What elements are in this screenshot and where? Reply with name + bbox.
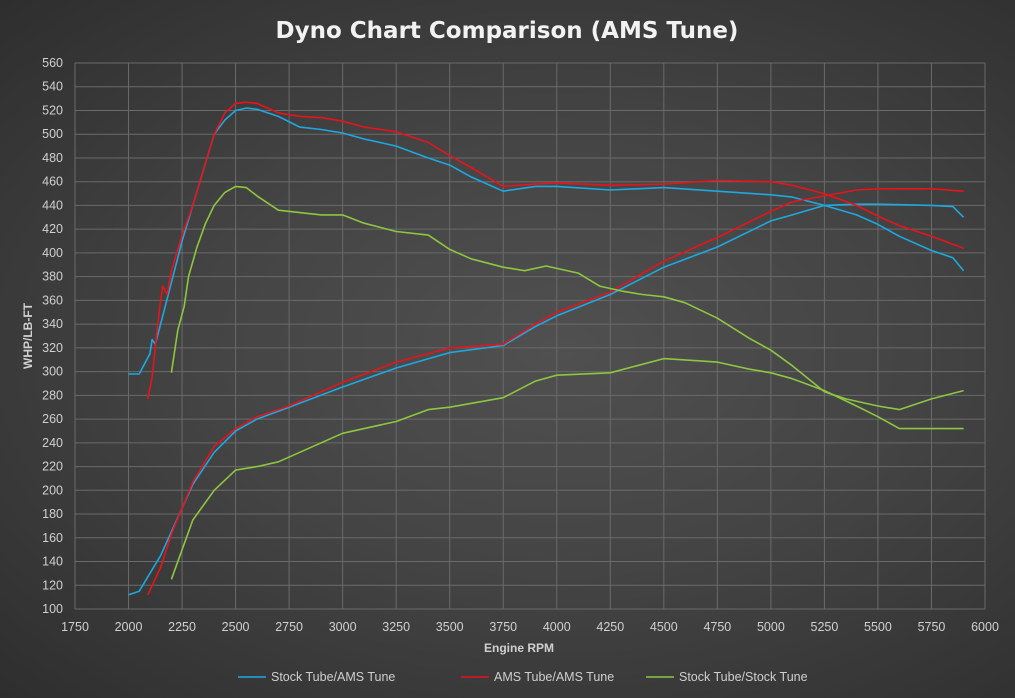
chart-title: Dyno Chart Comparison (AMS Tune) — [276, 18, 739, 44]
x-tick-label: 5250 — [811, 620, 839, 634]
legend-item: Stock Tube/Stock Tune — [646, 670, 808, 684]
series-lines — [128, 101, 965, 596]
x-tick-label: 2250 — [168, 620, 196, 634]
x-axis-ticks: 1750 2000 2250 2500 2750 3000 3250 3500 3750 4000… — [61, 620, 999, 634]
x-tick-label: 4750 — [703, 620, 731, 634]
legend-item: AMS Tube/AMS Tune — [461, 670, 614, 684]
x-tick-label: 3000 — [329, 620, 357, 634]
legend-label: Stock Tube/AMS Tune — [271, 670, 395, 684]
x-tick-label: 6000 — [971, 620, 999, 634]
legend-label: AMS Tube/AMS Tune — [494, 670, 614, 684]
y-tick-label: 560 — [42, 56, 63, 70]
grid — [74, 62, 986, 610]
x-tick-label: 3250 — [382, 620, 410, 634]
x-tick-label: 4500 — [650, 620, 678, 634]
x-tick-label: 5000 — [757, 620, 785, 634]
x-tick-label: 3750 — [489, 620, 517, 634]
y-tick-label: 180 — [42, 507, 63, 521]
y-tick-label: 300 — [42, 365, 63, 379]
x-tick-label: 4000 — [543, 620, 571, 634]
series-line-2-hp — [147, 188, 964, 596]
y-tick-label: 540 — [42, 80, 63, 94]
y-tick-label: 240 — [42, 436, 63, 450]
x-tick-label: 5750 — [918, 620, 946, 634]
y-tick-label: 160 — [42, 531, 63, 545]
series-line-1-hp — [128, 203, 965, 596]
series-line-2-torque — [147, 101, 964, 400]
y-tick-label: 420 — [42, 222, 63, 236]
y-tick-label: 120 — [42, 578, 63, 592]
x-tick-label: 4250 — [596, 620, 624, 634]
y-axis-label: WHP/LB-FT — [21, 302, 35, 369]
series-line-3-hp — [170, 357, 964, 580]
x-tick-label: 5500 — [864, 620, 892, 634]
y-tick-label: 500 — [42, 127, 63, 141]
legend-item: Stock Tube/AMS Tune — [238, 670, 395, 684]
series-line-1-torque — [128, 107, 965, 375]
legend-label: Stock Tube/Stock Tune — [679, 670, 808, 684]
y-tick-label: 460 — [42, 175, 63, 189]
x-axis-label: Engine RPM — [484, 641, 554, 655]
x-tick-label: 2750 — [275, 620, 303, 634]
x-tick-label: 2500 — [222, 620, 250, 634]
y-tick-label: 380 — [42, 270, 63, 284]
y-tick-label: 140 — [42, 555, 63, 569]
y-tick-label: 480 — [42, 151, 63, 165]
y-tick-label: 400 — [42, 246, 63, 260]
y-tick-label: 260 — [42, 412, 63, 426]
y-tick-label: 360 — [42, 293, 63, 307]
x-tick-label: 3500 — [436, 620, 464, 634]
series-line-3-torque — [170, 185, 964, 411]
y-axis-ticks: 100 120 140 160 180 200 220 240 260 280 300 320 340 3… — [42, 56, 63, 616]
y-tick-label: 220 — [42, 460, 63, 474]
x-tick-label: 2000 — [115, 620, 143, 634]
legend: Stock Tube/AMS Tune AMS Tube/AMS Tune Stoc… — [238, 670, 808, 684]
y-tick-label: 280 — [42, 388, 63, 402]
y-tick-label: 340 — [42, 317, 63, 331]
y-tick-label: 320 — [42, 341, 63, 355]
y-tick-label: 100 — [42, 602, 63, 616]
y-tick-label: 200 — [42, 483, 63, 497]
x-tick-label: 1750 — [61, 620, 89, 634]
y-tick-label: 440 — [42, 198, 63, 212]
y-tick-label: 520 — [42, 103, 63, 117]
